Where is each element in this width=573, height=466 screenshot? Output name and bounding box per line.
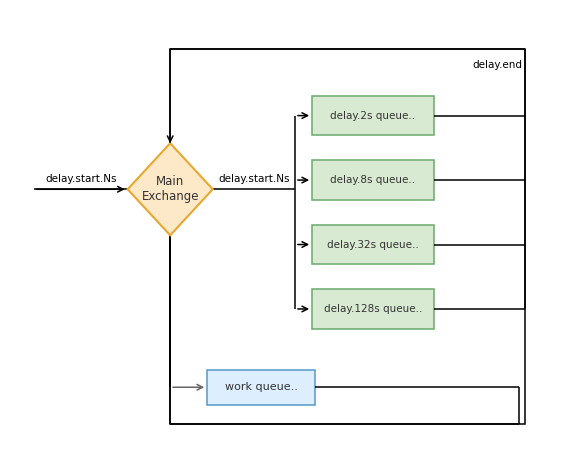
Bar	[170, 49, 525, 424]
Text: Main
Exchange: Main Exchange	[142, 175, 199, 203]
Text: work queue..: work queue..	[225, 382, 297, 392]
Bar	[312, 160, 434, 199]
Text: delay.end: delay.end	[472, 60, 522, 70]
Bar	[312, 96, 434, 135]
Polygon shape	[128, 143, 213, 235]
Text: delay.start.Ns: delay.start.Ns	[218, 174, 289, 184]
Bar	[312, 225, 434, 264]
Text: delay.8s queue..: delay.8s queue..	[331, 175, 415, 185]
Bar	[207, 370, 315, 404]
Text: delay.start.Ns: delay.start.Ns	[45, 174, 116, 184]
Bar	[312, 289, 434, 329]
Text: delay.32s queue..: delay.32s queue..	[327, 240, 419, 249]
Text: delay.128s queue..: delay.128s queue..	[324, 304, 422, 314]
Text: delay.2s queue..: delay.2s queue..	[331, 110, 415, 121]
